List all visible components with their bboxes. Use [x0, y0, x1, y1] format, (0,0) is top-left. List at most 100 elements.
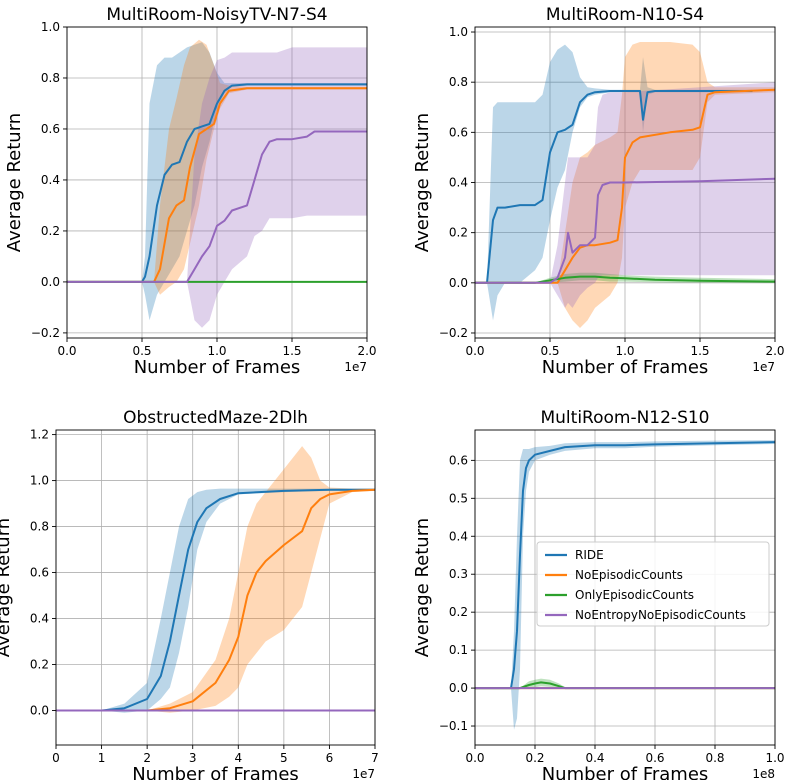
series-line-1 [56, 488, 375, 712]
y-axis-label: Average Return [4, 113, 25, 252]
chart-panel-1: 0.0 0.5 1.0 1.5 2.0 −0.2 0.0 0.2 0.4 0.6 0.8 1.0 Mul… [4, 5, 377, 378]
series-line-3 [475, 275, 775, 284]
y-tick-label: −0.2 [31, 326, 60, 340]
x-tick-label: 1.5 [690, 344, 709, 358]
series-line-2 [475, 88, 775, 284]
y-tick-label: 0.6 [41, 122, 60, 136]
x-axis-label: Number of Frames [134, 357, 301, 378]
x-tick-label: 1 [98, 751, 106, 765]
y-tick-label: 0.2 [449, 605, 468, 619]
x-tick-label: 1.5 [282, 344, 301, 358]
y-tick-label: 0.4 [30, 612, 49, 626]
x-tick-label: 2 [143, 751, 151, 765]
x-scale-multiplier: 1e7 [752, 360, 775, 374]
y-tick-label: 0.0 [30, 704, 49, 718]
x-tick-label: 3 [189, 751, 197, 765]
series-band-2 [67, 39, 367, 295]
y-tick-label: 0.0 [41, 275, 60, 289]
y-tick-label: −0.2 [439, 326, 468, 340]
axes-frame [474, 429, 776, 746]
y-tick-label: 0.6 [449, 125, 468, 139]
series-line-4 [67, 130, 367, 283]
series-line-2 [67, 87, 367, 283]
legend-entry: OnlyEpisodicCounts [545, 588, 694, 602]
chart-title: ObstructedMaze-2Dlh [123, 408, 308, 428]
y-tick-label: 1.0 [41, 20, 60, 34]
series-group [67, 39, 367, 328]
y-tick-label: 0.1 [449, 643, 468, 657]
y-tick-label: 0.0 [449, 681, 468, 695]
series-group [475, 440, 775, 730]
y-tick-label: 0.2 [41, 224, 60, 238]
x-tick-label: 0.6 [645, 751, 664, 765]
series-band-4 [67, 47, 367, 328]
y-tick-label: 0.0 [449, 276, 468, 290]
legend-label: OnlyEpisodicCounts [575, 588, 694, 602]
series-line-1 [67, 83, 367, 283]
series-group [475, 42, 775, 328]
legend-entry: NoEpisodicCounts [545, 568, 683, 582]
legend-entry: RIDE [545, 548, 604, 562]
x-axis-label: Number of Frames [132, 764, 299, 780]
plot-area [56, 430, 375, 745]
series-band-2 [475, 42, 775, 328]
x-tick-label: 1.0 [615, 344, 634, 358]
y-tick-label: 1.0 [30, 474, 49, 488]
x-tick-label: 1.0 [765, 751, 784, 765]
series-group [56, 446, 375, 713]
legend-box [536, 541, 770, 627]
y-tick-label: 1.0 [449, 25, 468, 39]
y-tick-label: 0.4 [449, 176, 468, 190]
series-line-4 [475, 177, 775, 284]
y-tick-label: 0.6 [449, 453, 468, 467]
x-tick-label: 4 [234, 751, 242, 765]
x-tick-label: 7 [371, 751, 379, 765]
y-axis-label: Average Return [412, 113, 433, 252]
legend: RIDE NoEpisodicCounts OnlyEpisodicCounts No… [536, 541, 770, 627]
y-tick-label: 0.8 [30, 520, 49, 534]
x-tick-label: 0.2 [525, 751, 544, 765]
y-tick-label: −0.1 [439, 719, 468, 733]
legend-label: NoEntropyNoEpisodicCounts [575, 608, 746, 622]
y-tick-label: 0.6 [30, 566, 49, 580]
x-tick-label: 0.0 [465, 344, 484, 358]
y-axis-label: Average Return [0, 518, 14, 657]
y-tick-label: 0.5 [449, 491, 468, 505]
x-tick-label: 0.5 [132, 344, 151, 358]
y-tick-label: 1.2 [30, 428, 49, 442]
series-band-4 [475, 82, 775, 308]
x-tick-label: 0.5 [540, 344, 559, 358]
x-tick-label: 1.0 [207, 344, 226, 358]
chart-title: MultiRoom-N10-S4 [546, 5, 704, 25]
y-tick-label: 0.8 [449, 75, 468, 89]
y-axis-label: Average Return [412, 518, 433, 657]
y-tick-label: 0.4 [449, 529, 468, 543]
series-line-2 [56, 488, 375, 712]
y-tick-label: 0.3 [449, 567, 468, 581]
y-tick-label: 0.8 [41, 71, 60, 85]
x-tick-label: 0.4 [585, 751, 604, 765]
x-axis-label: Number of Frames [542, 357, 709, 378]
y-tick-label: 0.2 [30, 658, 49, 672]
axes-frame [55, 429, 376, 746]
chart-panel-4: 0.0 0.2 0.4 0.6 0.8 1.0 −0.1 0.0 0.1 0.2 0.3 0.4 0.5… [412, 408, 785, 780]
x-tick-label: 2.0 [357, 344, 376, 358]
series-band-3 [475, 678, 775, 689]
x-tick-label: 0 [52, 751, 60, 765]
series-line-1 [475, 441, 775, 690]
x-tick-label: 2.0 [765, 344, 784, 358]
x-tick-label: 0.0 [57, 344, 76, 358]
series-band-1 [67, 42, 367, 321]
legend-label: NoEpisodicCounts [575, 568, 683, 582]
x-tick-label: 5 [280, 751, 288, 765]
chart-panel-3: 0 1 2 3 4 5 6 7 0.0 0.2 0.4 0.6 0.8 1.0 1.2 ObstructedM… [0, 408, 379, 780]
x-scale-multiplier: 1e8 [752, 767, 775, 780]
x-scale-multiplier: 1e7 [344, 360, 367, 374]
series-band-1 [475, 44, 753, 321]
x-scale-multiplier: 1e7 [352, 767, 375, 780]
y-tick-label: 0.2 [449, 226, 468, 240]
chart-panel-2: 0.0 0.5 1.0 1.5 2.0 −0.2 0.0 0.2 0.4 0.6 0.8 1.0 Mul… [412, 5, 785, 378]
series-band-2 [56, 446, 375, 713]
x-axis-label: Number of Frames [542, 764, 709, 780]
